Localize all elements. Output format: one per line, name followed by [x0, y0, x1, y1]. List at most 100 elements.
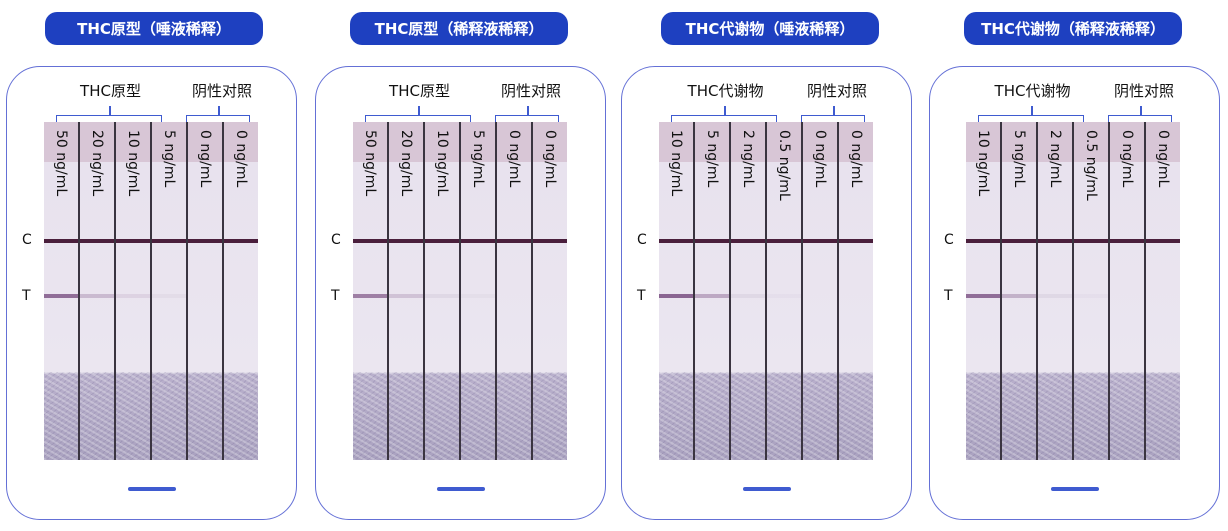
test-strip: 0.5 ng/mL [1072, 122, 1108, 460]
strip-concentration-label: 50 ng/mL [53, 130, 69, 197]
test-strip: 0 ng/mL [186, 122, 222, 460]
strip-concentration-label: 10 ng/mL [668, 130, 684, 197]
strip-concentration-label: 0 ng/mL [1119, 130, 1135, 188]
test-line [1002, 294, 1036, 298]
test-strip: 0 ng/mL [837, 122, 873, 460]
test-line [80, 294, 114, 298]
c-line-label: C [637, 232, 647, 248]
sample-pad [1110, 372, 1144, 460]
control-line [224, 239, 258, 243]
strip-concentration-label: 10 ng/mL [434, 130, 450, 197]
control-line [1110, 239, 1144, 243]
test-line [425, 294, 459, 298]
test-line [353, 294, 387, 298]
test-line [659, 294, 693, 298]
sample-pad [44, 372, 78, 460]
sample-pad [461, 372, 495, 460]
panel-indicator [743, 487, 791, 491]
strip-concentration-label: 50 ng/mL [362, 130, 378, 197]
sample-pad [224, 372, 258, 460]
strip-concentration-label: 0.5 ng/mL [1083, 130, 1099, 201]
control-group-label: 阴性对照 [191, 82, 252, 100]
test-strip: 10 ng/mL [966, 122, 1000, 460]
control-line [966, 239, 1000, 243]
test-strip: 10 ng/mL [659, 122, 693, 460]
sample-pad [767, 372, 801, 460]
sample-pad [731, 372, 765, 460]
control-line [188, 239, 222, 243]
control-group-bracket [495, 106, 559, 122]
sample-pad [1002, 372, 1036, 460]
strip-concentration-label: 0 ng/mL [506, 130, 522, 188]
test-strip: 2 ng/mL [729, 122, 765, 460]
analyte-group-label: THC原型 [389, 82, 450, 100]
sample-pad [966, 372, 1000, 460]
sample-pad [353, 372, 387, 460]
strip-concentration-label: 10 ng/mL [975, 130, 991, 197]
control-group-label: 阴性对照 [1113, 82, 1174, 100]
control-line [533, 239, 567, 243]
panel-title: THC原型（唾液稀释） [45, 12, 263, 45]
sample-pad [659, 372, 693, 460]
sample-pad [533, 372, 567, 460]
panel-title: THC原型（稀释液稀释） [350, 12, 568, 45]
test-line [44, 294, 78, 298]
test-strip: 50 ng/mL [44, 122, 78, 460]
t-line-label: T [944, 288, 953, 304]
strip-concentration-label: 0 ng/mL [197, 130, 213, 188]
control-line [659, 239, 693, 243]
test-line [966, 294, 1000, 298]
panel-title: THC代谢物（唾液稀释） [661, 12, 879, 45]
panel-title: THC代谢物（稀释液稀释） [964, 12, 1182, 45]
c-line-label: C [331, 232, 341, 248]
analyte-group-bracket [56, 106, 162, 122]
test-line [731, 294, 765, 298]
test-strip: 5 ng/mL [1000, 122, 1036, 460]
analyte-group-label: THC原型 [80, 82, 141, 100]
control-line [1146, 239, 1180, 243]
sample-pad [425, 372, 459, 460]
sample-pad [188, 372, 222, 460]
test-strip: 5 ng/mL [150, 122, 186, 460]
control-line [803, 239, 837, 243]
control-line [80, 239, 114, 243]
control-line [497, 239, 531, 243]
t-line-label: T [637, 288, 646, 304]
t-line-label: T [331, 288, 340, 304]
control-line [695, 239, 729, 243]
test-strip-set: 50 ng/mL 20 ng/mL 10 ng/mL 5 ng/mL 0 ng/mL 0 … [44, 122, 258, 460]
sample-pad [839, 372, 873, 460]
strip-concentration-label: 0 ng/mL [542, 130, 558, 188]
sample-pad [497, 372, 531, 460]
test-line [695, 294, 729, 298]
sample-pad [1146, 372, 1180, 460]
control-line [152, 239, 186, 243]
control-line [731, 239, 765, 243]
control-line [389, 239, 423, 243]
strip-concentration-label: 0 ng/mL [848, 130, 864, 188]
control-group-bracket [1108, 106, 1172, 122]
panel-indicator [437, 487, 485, 491]
test-strip: 0.5 ng/mL [765, 122, 801, 460]
test-strip: 10 ng/mL [423, 122, 459, 460]
test-line [152, 294, 186, 298]
test-strip: 2 ng/mL [1036, 122, 1072, 460]
test-line [461, 294, 495, 298]
test-strip: 20 ng/mL [387, 122, 423, 460]
sample-pad [1038, 372, 1072, 460]
strip-concentration-label: 10 ng/mL [125, 130, 141, 197]
analyte-group-label: THC代谢物 [687, 82, 764, 100]
sample-pad [1074, 372, 1108, 460]
test-strip: 0 ng/mL [531, 122, 567, 460]
control-line [353, 239, 387, 243]
analyte-group-bracket [365, 106, 471, 122]
control-line [116, 239, 150, 243]
strip-concentration-label: 5 ng/mL [704, 130, 720, 188]
strip-concentration-label: 0 ng/mL [1155, 130, 1171, 188]
test-strip-set: 50 ng/mL 20 ng/mL 10 ng/mL 5 ng/mL 0 ng/mL 0 … [353, 122, 567, 460]
control-line [1002, 239, 1036, 243]
sample-pad [116, 372, 150, 460]
test-line [1074, 294, 1108, 298]
strip-concentration-label: 2 ng/mL [1047, 130, 1063, 188]
sample-pad [152, 372, 186, 460]
